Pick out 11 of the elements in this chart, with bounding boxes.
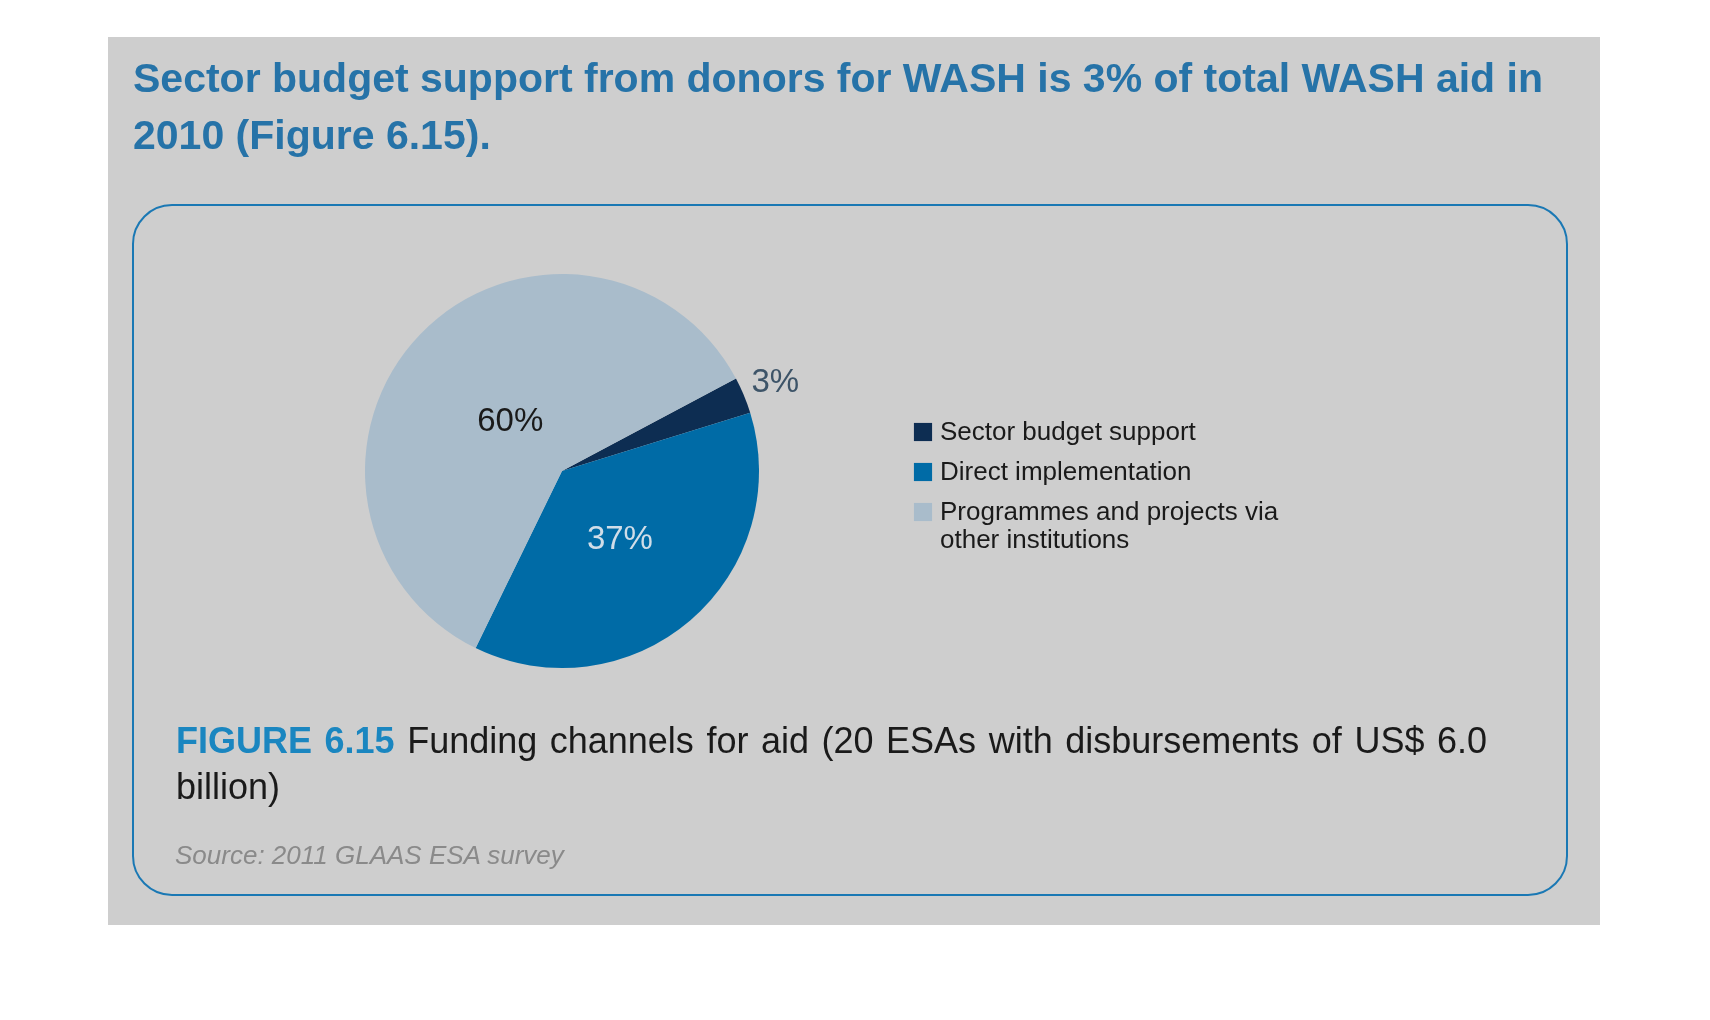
legend-label: Programmes and projects via other institutions <box>940 496 1279 554</box>
source-note: Source: 2011 GLAAS ESA survey <box>175 840 564 871</box>
data-label: 60% <box>477 400 544 438</box>
pie-slice <box>562 378 751 471</box>
data-label: 37% <box>586 518 653 556</box>
data-label: 3% <box>751 362 800 400</box>
pie-slice <box>365 274 736 649</box>
chart-title: Sector budget support from donors for WASH is 3% of total WASH aid in 2010 (Figure 6.15). <box>133 54 1544 160</box>
legend-label: Direct implementation <box>940 456 1192 486</box>
legend-label: Sector budget support <box>940 416 1197 446</box>
text: FIGURE 6.15 Funding channels for aid (20 ESAs with disbursements of US$ 6.0 billion) <box>176 720 1487 807</box>
